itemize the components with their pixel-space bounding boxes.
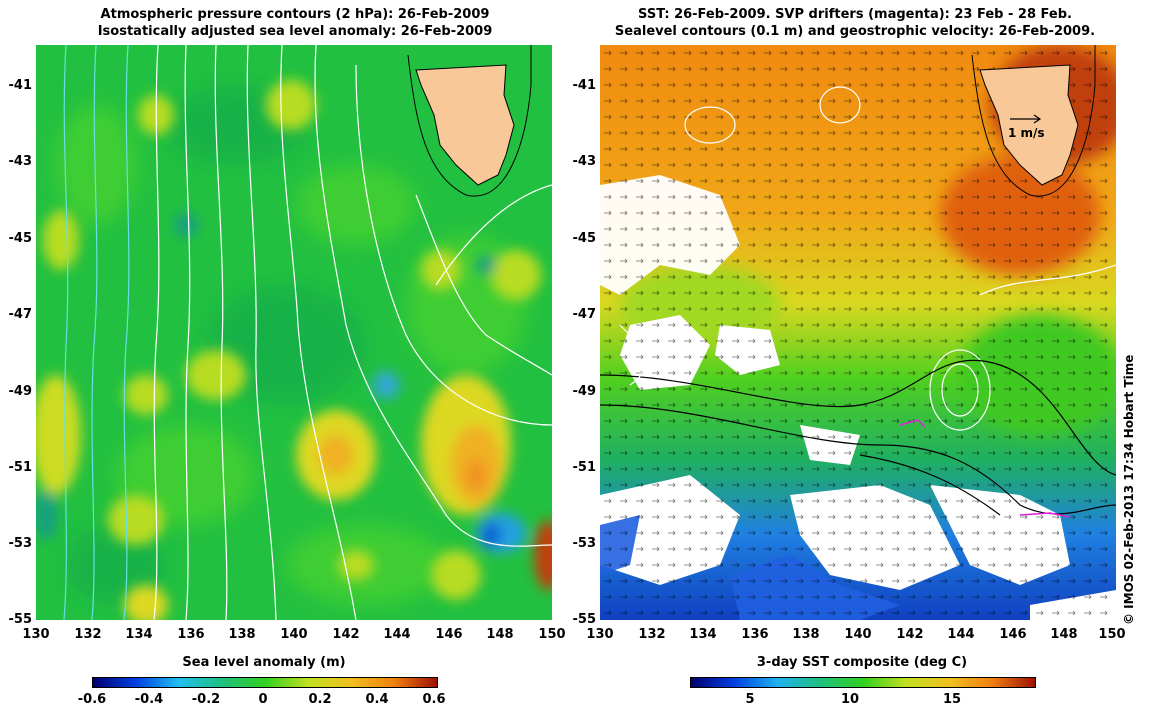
colorbar-tick: 0.2 — [308, 692, 332, 707]
lon-label: 148 — [1050, 627, 1078, 642]
colorbar-tick: 0 — [258, 692, 268, 707]
lon-label: 136 — [177, 627, 205, 642]
lon-label: 130 — [22, 627, 50, 642]
colorbar-tick: 0.4 — [365, 692, 389, 707]
left-panel-title: Atmospheric pressure contours (2 hPa): 2… — [30, 6, 560, 40]
lon-label: 132 — [74, 627, 102, 642]
lat-label: -51 — [572, 460, 597, 475]
lat-label: -47 — [572, 307, 597, 322]
lon-label: 150 — [1098, 627, 1126, 642]
lat-label: -41 — [572, 78, 597, 93]
lon-label: 148 — [486, 627, 514, 642]
right-title-line2: Sealevel contours (0.1 m) and geostrophi… — [614, 24, 1096, 39]
left-title-line1: Atmospheric pressure contours (2 hPa): 2… — [100, 7, 490, 22]
lon-label: 132 — [638, 627, 666, 642]
sla-colorbar — [92, 677, 438, 688]
colorbar-tick: -0.6 — [77, 692, 107, 707]
lon-label: 134 — [125, 627, 153, 642]
lat-label: -55 — [8, 612, 33, 627]
velocity-scale-label: 1 m/s — [1008, 126, 1045, 140]
lat-label: -55 — [572, 612, 597, 627]
lon-label: 138 — [228, 627, 256, 642]
lon-label: 136 — [741, 627, 769, 642]
lon-label: 142 — [896, 627, 924, 642]
lon-label: 144 — [383, 627, 411, 642]
right-panel-title: SST: 26-Feb-2009. SVP drifters (magenta)… — [590, 6, 1120, 40]
lon-label: 134 — [689, 627, 717, 642]
colorbar-tick: -0.2 — [191, 692, 221, 707]
lon-label: 130 — [586, 627, 614, 642]
colorbar-tick: 15 — [942, 692, 962, 707]
sla-colorbar-title: Sea level anomaly (m) — [182, 655, 346, 670]
lat-label: -49 — [8, 384, 33, 399]
imos-credit: © IMOS 02-Feb-2013 17:34 Hobart Time — [1122, 354, 1136, 625]
lat-label: -43 — [572, 154, 597, 169]
colorbar-tick: 5 — [745, 692, 755, 707]
colorbar-tick: 10 — [840, 692, 860, 707]
sst-colorbar — [690, 677, 1036, 688]
lat-label: -45 — [8, 231, 33, 246]
lon-label: 146 — [999, 627, 1027, 642]
colorbar-tick: -0.4 — [134, 692, 164, 707]
right-title-line1: SST: 26-Feb-2009. SVP drifters (magenta)… — [638, 7, 1072, 22]
lat-label: -49 — [572, 384, 597, 399]
lon-label: 140 — [280, 627, 308, 642]
lon-label: 140 — [844, 627, 872, 642]
lat-label: -53 — [572, 536, 597, 551]
sea-level-anomaly-map — [36, 45, 552, 620]
left-title-line2: Isostatically adjusted sea level anomaly… — [97, 24, 493, 39]
lon-label: 150 — [538, 627, 566, 642]
lat-label: -45 — [572, 231, 597, 246]
lon-label: 146 — [435, 627, 463, 642]
lat-label: -53 — [8, 536, 33, 551]
lon-label: 142 — [332, 627, 360, 642]
lat-label: -51 — [8, 460, 33, 475]
colorbar-tick: 0.6 — [422, 692, 446, 707]
sst-map: 1 m/s — [600, 45, 1116, 620]
sst-colorbar-title: 3-day SST composite (deg C) — [756, 655, 968, 670]
lon-label: 144 — [947, 627, 975, 642]
lon-label: 138 — [792, 627, 820, 642]
lat-label: -43 — [8, 154, 33, 169]
velocity-scale-arrow — [1010, 114, 1042, 124]
lat-label: -41 — [8, 78, 33, 93]
lat-label: -47 — [8, 307, 33, 322]
